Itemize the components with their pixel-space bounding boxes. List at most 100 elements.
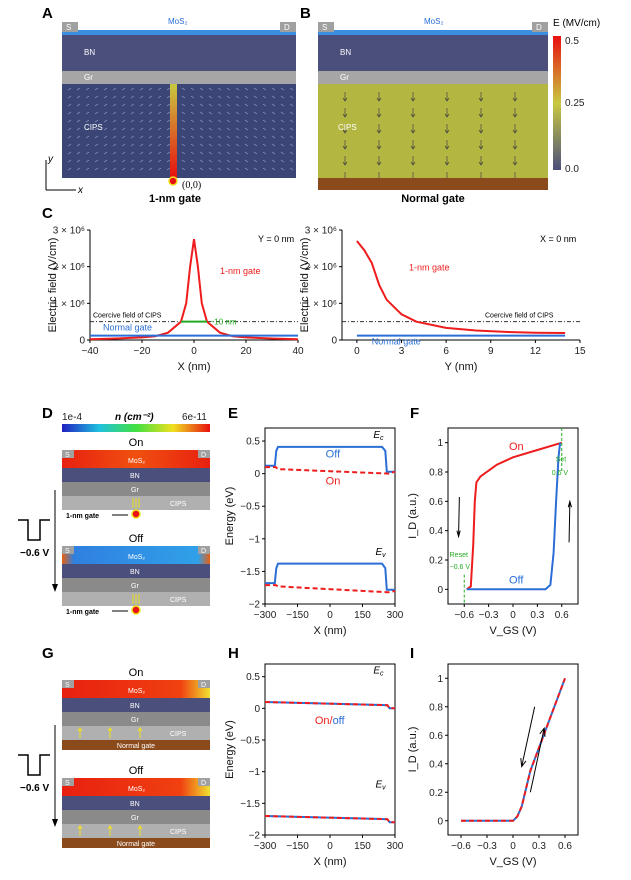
field-arrow	[76, 135, 81, 139]
up-arrow-icon	[107, 727, 113, 738]
source-label: S	[65, 452, 70, 459]
field-arrow	[199, 111, 204, 115]
field-arrow	[199, 103, 204, 107]
series-line-off	[264, 815, 395, 824]
field-arrow	[226, 119, 231, 123]
source-label: S	[65, 682, 70, 689]
field-arrow	[289, 95, 294, 99]
field-arrow	[244, 159, 249, 163]
axis-x-label: x	[77, 185, 84, 196]
field-arrow	[166, 111, 171, 115]
field-arrow	[166, 87, 171, 91]
field-arrow	[271, 167, 276, 171]
field-arrow	[148, 95, 153, 99]
field-arrow	[280, 143, 285, 147]
source-contact	[62, 450, 74, 458]
off-label: Off	[509, 574, 524, 586]
field-arrow	[85, 151, 90, 155]
field-arrow	[130, 95, 135, 99]
panel-d-schematic: 1e-4 6e-11 n (cm⁻²) On S D MoS₂ BN Gr CIPS 1-nm…	[62, 412, 210, 616]
field-arrow	[190, 135, 195, 139]
field-arrow	[262, 143, 267, 147]
origin-label: (0,0)	[182, 180, 201, 191]
mos2-label: MoS₂	[128, 554, 145, 561]
colorbar-tick: 0.25	[565, 98, 585, 109]
field-arrow	[190, 95, 195, 99]
gr-label: Gr	[131, 487, 139, 494]
normal-gate-label: Normal gate	[117, 841, 155, 848]
ev-label: Ev	[376, 547, 387, 559]
field-arrow	[67, 87, 72, 91]
field-arrow	[130, 127, 135, 131]
field-arrow	[226, 135, 231, 139]
ec-label: Ec	[373, 666, 384, 678]
field-arrow	[148, 143, 153, 147]
legend-1nm-gate: 1-nm gate	[409, 262, 450, 272]
down-arrow-icon	[342, 92, 348, 102]
drain-label: D	[201, 780, 206, 787]
field-arrow	[67, 127, 72, 131]
field-arrow	[157, 103, 162, 107]
legend-1nm-gate: 1-nm gate	[220, 266, 261, 276]
field-arrow	[271, 111, 276, 115]
field-arrow	[121, 159, 126, 163]
field-arrow	[244, 103, 249, 107]
field-arrow	[199, 135, 204, 139]
polarization-arrows	[342, 92, 518, 182]
down-arrow-icon	[478, 124, 484, 134]
field-arrow	[112, 127, 117, 131]
field-arrow	[226, 95, 231, 99]
field-arrow	[235, 167, 240, 171]
x-tick-label: −0.6	[451, 841, 471, 852]
y-tick-label: 1	[437, 438, 443, 449]
coercive-field-label: Coercive field of CIPS	[93, 313, 162, 320]
field-arrow	[166, 127, 171, 131]
field-arrow	[226, 103, 231, 107]
field-arrow	[262, 127, 267, 131]
field-arrow	[157, 151, 162, 155]
field-arrow	[103, 119, 108, 123]
field-arrow	[208, 87, 213, 91]
field-arrow	[67, 151, 72, 155]
field-arrow	[235, 103, 240, 107]
field-arrow	[166, 103, 171, 107]
drain-contact	[198, 680, 210, 688]
source-label: S	[322, 23, 327, 32]
field-arrow	[244, 135, 249, 139]
one-nm-gate-field	[170, 84, 177, 178]
x-tick-label: −0.3	[477, 841, 497, 852]
state-title: On	[129, 437, 144, 449]
x-tick-label: 9	[488, 346, 494, 357]
down-arrow-icon	[512, 108, 518, 118]
drain-contact	[532, 22, 548, 32]
field-arrow	[289, 119, 294, 123]
gr-layer	[62, 71, 296, 84]
legend-normal-gate: Normal gate	[103, 322, 152, 332]
field-arrow	[148, 127, 153, 131]
field-arrow	[262, 135, 267, 139]
source-contact	[62, 546, 74, 554]
x-tick-label: 150	[354, 841, 371, 852]
field-arrow	[226, 143, 231, 147]
series-line-1-nm-gate	[89, 239, 299, 341]
down-arrow-icon	[512, 156, 518, 166]
field-arrow	[139, 159, 144, 163]
gate-tip	[168, 176, 178, 186]
field-arrow	[190, 119, 195, 123]
density-max: 6e-11	[182, 412, 207, 423]
panel-a-caption: 1-nm gate	[149, 193, 201, 205]
field-arrow	[103, 103, 108, 107]
field-arrow	[85, 127, 90, 131]
field-arrow	[103, 167, 108, 171]
field-arrow	[112, 95, 117, 99]
field-arrow	[208, 111, 213, 115]
arrow-head	[52, 819, 58, 827]
series-line-off	[265, 562, 395, 591]
drain-label: D	[284, 23, 290, 32]
down-arrow-icon	[376, 108, 382, 118]
field-arrow	[148, 151, 153, 155]
field-arrow	[271, 135, 276, 139]
field-arrow	[235, 87, 240, 91]
field-arrow	[217, 159, 222, 163]
